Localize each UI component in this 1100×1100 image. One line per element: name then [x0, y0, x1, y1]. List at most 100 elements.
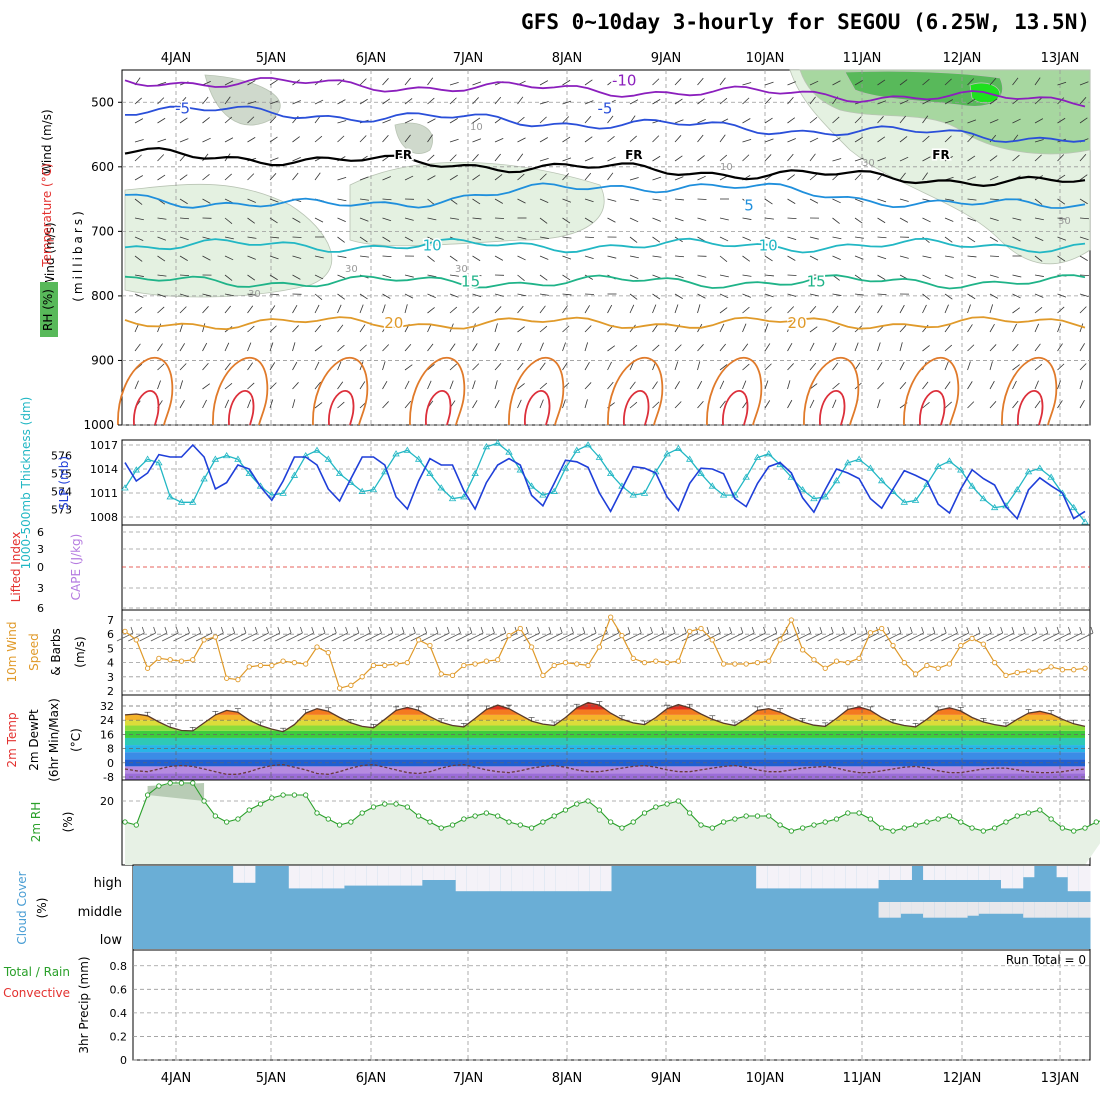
rh2m-point — [924, 819, 930, 825]
wind10m-tick-label: 2 — [107, 685, 114, 698]
upper-air-barb — [539, 325, 548, 333]
upper-air-barb — [472, 293, 482, 298]
cloud-cell — [333, 866, 345, 949]
upper-air-barb — [134, 307, 143, 314]
upper-air-grid — [122, 70, 1090, 426]
upper-air-barb — [1057, 400, 1063, 409]
cloud-clear-high — [433, 866, 446, 880]
upper-air-barb — [427, 77, 434, 86]
upper-air-barb — [674, 255, 685, 258]
thickness-point — [324, 455, 333, 462]
upper-air-barb — [472, 198, 481, 205]
upper-air-barb — [382, 236, 391, 242]
upper-air-barb — [292, 274, 301, 280]
upper-air-barb — [1057, 236, 1067, 241]
upper-air-barb — [809, 255, 819, 261]
upper-air-barb — [202, 362, 209, 371]
upper-air-barb — [157, 236, 167, 241]
upper-air-barb — [179, 363, 187, 371]
cloud-cell — [600, 866, 612, 949]
cloud-cell — [311, 866, 323, 949]
upper-air-barb — [989, 361, 993, 371]
temp-color-band — [125, 766, 1085, 774]
upper-air-barb — [517, 274, 525, 281]
upper-air-barb — [742, 118, 751, 124]
wind10m-barb — [997, 632, 1015, 642]
upper-air-barb — [224, 217, 233, 224]
upper-air-barb — [1034, 363, 1043, 371]
upper-air-barb — [629, 361, 635, 371]
surface-hot-contour — [524, 390, 551, 426]
wind10m-barb-tick — [209, 626, 213, 634]
upper-air-barb — [382, 198, 392, 201]
thickness-tick-label: 576 — [51, 450, 72, 463]
temp-color-band — [125, 720, 1085, 726]
wind10m-point — [958, 642, 964, 649]
upper-air-barb — [562, 274, 571, 281]
wind10m-barb — [737, 632, 755, 642]
upper-air-barb — [1034, 97, 1042, 105]
rh2m-point — [698, 822, 704, 828]
rh-contour-label: 30 — [345, 264, 358, 275]
wind10m-barb — [704, 632, 721, 642]
wind10m-barb — [466, 632, 484, 642]
wind10m-barb-tick — [130, 626, 134, 634]
wind10m-point — [607, 614, 614, 620]
upper-air-barb — [967, 135, 974, 143]
upper-air-barb — [719, 236, 729, 242]
upper-air-barb — [1057, 306, 1065, 314]
upper-air-barb — [832, 382, 840, 390]
cloud-cell — [266, 866, 279, 949]
rh2m-point — [314, 810, 320, 816]
wind10m-barb — [331, 632, 348, 642]
upper-air-barb — [1034, 323, 1040, 333]
cloud-clear-high — [1000, 866, 1013, 889]
wind10m-point — [461, 662, 467, 669]
upper-air-barb — [989, 77, 997, 86]
wind10m-barb — [1065, 632, 1082, 642]
upper-air-barb — [854, 198, 864, 203]
wind10m-barb — [241, 632, 258, 642]
thickness-point — [697, 469, 705, 477]
wind10m-barb — [1076, 632, 1094, 642]
upper-air-barb — [944, 236, 953, 243]
cloud-clear-high — [533, 866, 546, 892]
wind10m-point — [449, 672, 456, 679]
upper-air-barb — [337, 255, 347, 258]
upper-air-barb — [832, 137, 841, 143]
upper-air-barb — [269, 255, 279, 260]
upper-air-barb — [899, 99, 909, 105]
upper-air-barb — [967, 344, 975, 352]
cloud-cell — [344, 866, 357, 949]
upper-air-barb — [922, 402, 930, 409]
cloud-clear-high — [444, 866, 457, 880]
upper-air-barb — [809, 362, 817, 371]
upper-air-barb — [607, 79, 615, 86]
cloud-clear-high — [422, 866, 434, 880]
cloud-clear-high — [945, 866, 957, 880]
wind10m-barb-tick — [1022, 626, 1026, 634]
rh2m-point — [709, 825, 715, 831]
upper-air-barb — [337, 120, 347, 124]
cloud-clear-middle — [978, 902, 991, 914]
upper-air-barb — [697, 293, 706, 299]
upper-air-barb — [697, 217, 707, 221]
rh2m-point — [359, 810, 365, 816]
upper-air-barb — [494, 137, 504, 143]
rh2m-point — [1003, 819, 1009, 825]
upper-air-barb — [224, 80, 234, 86]
wind10m-barb — [975, 632, 992, 642]
upper-air-barb — [607, 115, 614, 124]
cloud-clear-high — [834, 866, 846, 889]
cloud-cell — [489, 866, 501, 949]
upper-air-barb — [787, 138, 796, 143]
cloud-cell — [210, 866, 223, 949]
wind10m-barb-tick — [932, 626, 936, 634]
wind10m-point — [551, 662, 557, 669]
upper-air-barb — [787, 81, 796, 86]
upper-air-barb — [742, 198, 750, 205]
upper-air-barb — [809, 383, 818, 390]
cloud-clear-middle — [934, 902, 946, 918]
upper-air-barb — [359, 176, 369, 181]
surface-hot-contour — [1017, 390, 1044, 426]
